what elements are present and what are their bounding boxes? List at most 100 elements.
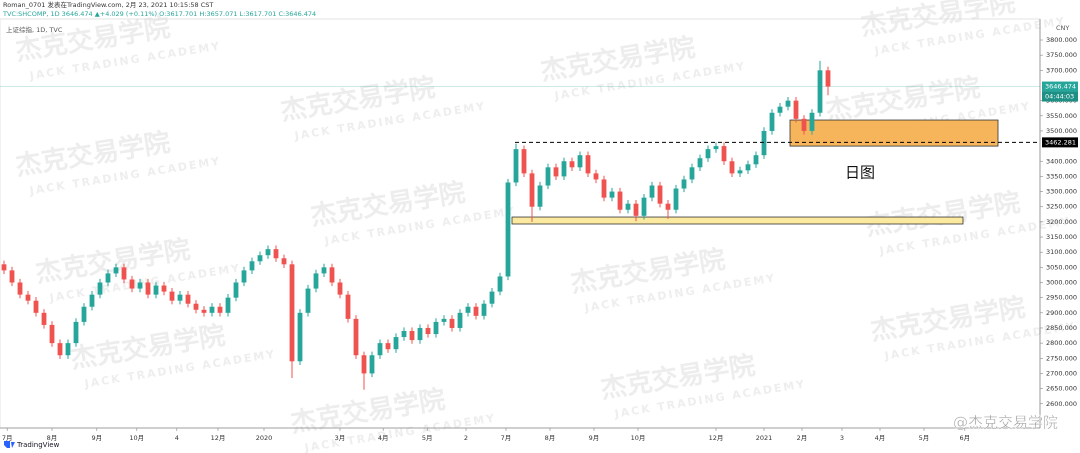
candle-body xyxy=(817,70,823,113)
candle-body xyxy=(657,185,663,204)
candle-body xyxy=(65,343,71,356)
candle-body xyxy=(809,112,815,131)
y-tick-label: 3200.000 xyxy=(1046,218,1077,226)
candle-body xyxy=(505,182,511,277)
x-tick-label: 3 xyxy=(840,434,844,442)
candle-body xyxy=(313,273,319,289)
candle-body xyxy=(73,321,79,344)
candle-body xyxy=(225,297,231,313)
candle-body xyxy=(793,100,799,119)
x-tick-label: 9月 xyxy=(589,434,600,442)
candle-body xyxy=(785,100,791,107)
countdown: 04:44:03 xyxy=(1045,93,1074,101)
candle-body xyxy=(329,267,335,283)
candle-body xyxy=(353,318,359,356)
candle-body xyxy=(593,173,599,180)
candle-body xyxy=(801,118,807,131)
candle-body xyxy=(617,191,623,210)
symbol: 上证综指, 1D, TVC xyxy=(6,25,63,34)
candle-body xyxy=(489,291,495,304)
candle-body xyxy=(393,337,399,350)
candle-body xyxy=(537,185,543,207)
x-tick-label: 4月 xyxy=(378,434,389,442)
candle-body xyxy=(585,155,591,174)
candle-body xyxy=(169,291,175,301)
price-label-bg xyxy=(1042,81,1078,92)
candle-body xyxy=(81,306,87,322)
candle-body xyxy=(369,355,375,374)
x-tick-label: 2020 xyxy=(256,434,273,442)
footer-credit: @杰克交易学院 xyxy=(953,414,1058,432)
candle-body xyxy=(417,327,423,341)
candle-body xyxy=(297,312,303,362)
candle-body xyxy=(209,306,215,313)
candle-body xyxy=(241,270,247,283)
candle-body xyxy=(273,249,279,259)
y-tick-label: 3050.000 xyxy=(1046,263,1077,271)
candle-body xyxy=(233,282,239,298)
x-tick-label: 4 xyxy=(175,434,179,442)
footer-logo: TradingView xyxy=(16,441,60,449)
x-tick-label: 12月 xyxy=(709,434,724,442)
y-tick-label: 3550.000 xyxy=(1046,112,1077,120)
zone xyxy=(789,119,999,147)
x-tick-label: 7月 xyxy=(2,434,13,442)
y-tick-label: 3700.000 xyxy=(1046,66,1077,74)
y-tick-label: 3250.000 xyxy=(1046,203,1077,211)
header: Roman_0701 发表在TradingView.com, 2月 23, 20… xyxy=(3,0,213,9)
x-tick-label: 8月 xyxy=(545,434,556,442)
candle-body xyxy=(553,167,559,177)
candle-body xyxy=(713,146,719,150)
y-tick-label: 2800.000 xyxy=(1046,339,1077,347)
candle-body xyxy=(185,294,191,304)
candle-body xyxy=(681,179,687,189)
candle-body xyxy=(529,173,535,207)
candle-body xyxy=(217,306,223,313)
zone xyxy=(511,216,964,225)
y-tick-label: 3350.000 xyxy=(1046,172,1077,180)
candle-body xyxy=(49,324,55,344)
y-tick-label: 2700.000 xyxy=(1046,369,1077,377)
candle-body xyxy=(337,282,343,295)
candle-body xyxy=(129,279,135,289)
y-tick-label: 2650.000 xyxy=(1046,385,1077,393)
y-tick-label: 3750.000 xyxy=(1046,51,1077,59)
candle-body xyxy=(633,203,639,216)
x-tick-label: 12月 xyxy=(211,434,226,442)
candle-body xyxy=(521,149,527,174)
candle-body xyxy=(441,318,447,322)
candle-body xyxy=(289,264,295,362)
candle-body xyxy=(457,312,463,328)
candle-body xyxy=(641,197,647,216)
level-label-bg xyxy=(1042,137,1078,148)
y-tick-label: 2850.000 xyxy=(1046,324,1077,332)
y-tick-label: 3150.000 xyxy=(1046,233,1077,241)
y-tick-label: 3000.000 xyxy=(1046,279,1077,287)
candle-body xyxy=(777,106,783,113)
candle-body xyxy=(561,161,567,177)
candle-body xyxy=(265,249,271,256)
candle-body xyxy=(1,264,7,271)
y-tick-label: 2600.000 xyxy=(1046,400,1077,408)
x-tick-label: 2月 xyxy=(797,434,808,442)
candle-body xyxy=(625,203,631,210)
level-label: 3462.281 xyxy=(1045,138,1076,146)
candle-body xyxy=(257,255,263,262)
candle-body xyxy=(249,261,255,271)
candle-body xyxy=(321,267,327,274)
countdown-bg xyxy=(1042,91,1078,102)
candle-body xyxy=(17,282,23,295)
currency: CNY xyxy=(1056,24,1069,32)
candle-body xyxy=(425,327,431,335)
candle-body xyxy=(665,203,671,210)
candle-body xyxy=(305,288,311,313)
candle-body xyxy=(97,282,103,295)
candle-body xyxy=(721,146,727,162)
